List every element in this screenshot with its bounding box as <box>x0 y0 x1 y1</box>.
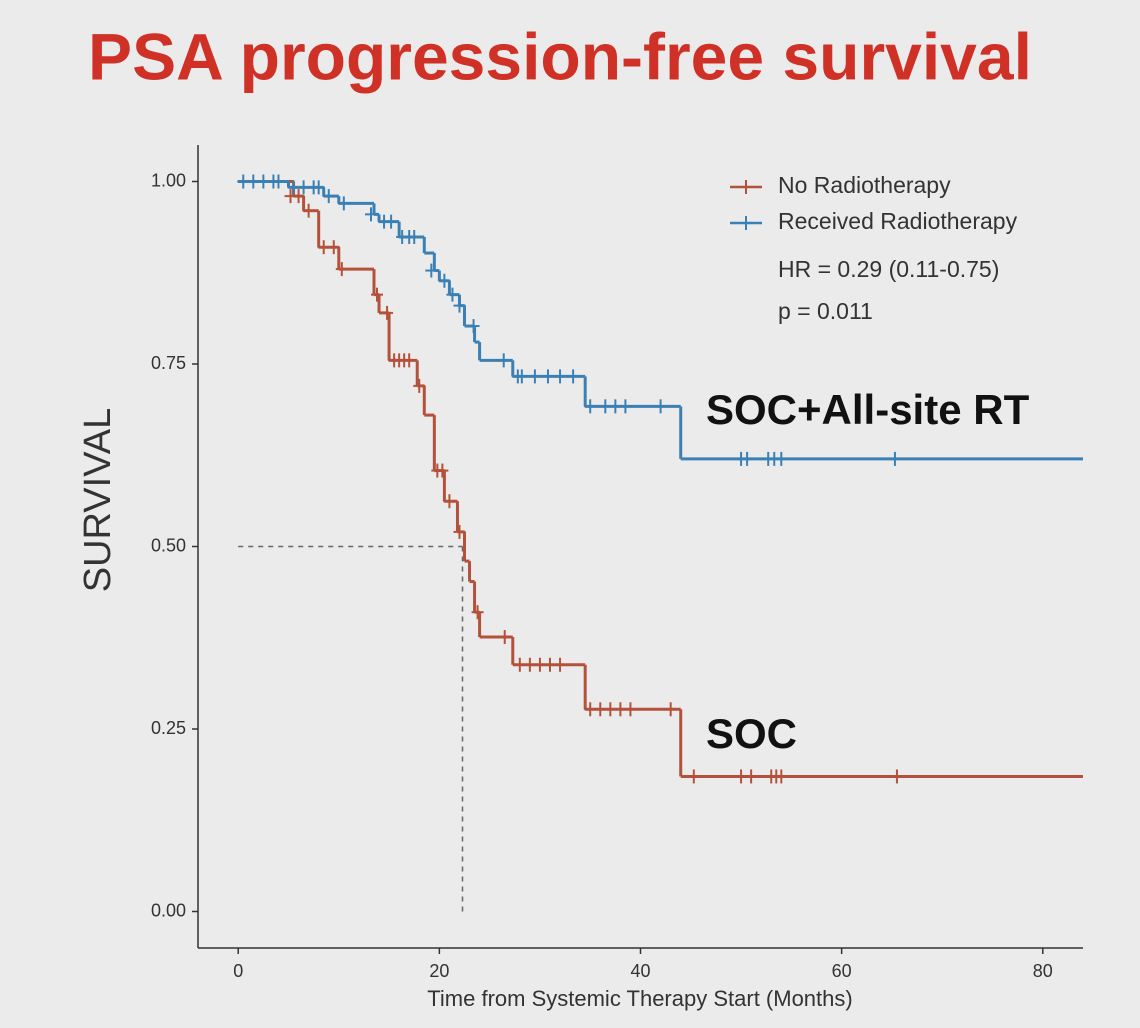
censor-mark <box>888 451 901 466</box>
censor-mark <box>745 769 758 784</box>
x-tick-label: 80 <box>1033 961 1053 981</box>
censor-mark <box>775 451 788 466</box>
censor-mark <box>403 353 416 368</box>
censor-mark <box>436 463 449 478</box>
x-tick-label: 20 <box>429 961 449 981</box>
censor-mark <box>453 298 466 313</box>
legend-label: Received Radiotherapy <box>778 208 1018 234</box>
censor-mark <box>413 378 426 393</box>
censor-mark <box>687 769 700 784</box>
censor-mark <box>371 287 384 302</box>
censor-mark <box>312 180 325 195</box>
censor-mark <box>584 399 597 414</box>
x-tick-label: 0 <box>233 961 243 981</box>
curve-label: SOC+All-site RT <box>706 386 1030 433</box>
censor-mark <box>594 702 607 717</box>
chart-title: PSA progression-free survival <box>88 19 1032 93</box>
censor-mark <box>664 702 677 717</box>
censor-mark <box>327 240 340 255</box>
x-axis-label: Time from Systemic Therapy Start (Months… <box>427 986 852 1011</box>
y-tick-label: 0.00 <box>151 900 186 920</box>
censor-mark <box>287 180 300 195</box>
censor-mark <box>599 399 612 414</box>
censor-mark <box>775 769 788 784</box>
legend-label: No Radiotherapy <box>778 172 951 198</box>
p-value: p = 0.011 <box>778 298 873 324</box>
censor-mark <box>624 702 637 717</box>
censor-mark <box>446 287 459 302</box>
y-tick-label: 0.25 <box>151 718 186 738</box>
x-tick-label: 40 <box>630 961 650 981</box>
censor-mark <box>337 196 350 211</box>
censor-mark <box>408 229 421 244</box>
censor-mark <box>322 189 335 204</box>
censor-mark <box>364 207 377 222</box>
censor-mark <box>523 657 536 672</box>
censor-mark <box>554 369 567 384</box>
y-axis-label: SURVIVAL <box>77 408 119 592</box>
censor-mark <box>335 262 348 277</box>
censor-mark <box>381 305 394 320</box>
censor-mark <box>471 605 484 620</box>
censor-mark <box>654 399 667 414</box>
censor-mark <box>467 319 480 334</box>
censor-mark <box>247 174 260 189</box>
y-tick-label: 0.75 <box>151 353 186 373</box>
y-tick-label: 0.50 <box>151 535 186 555</box>
censor-mark <box>497 353 510 368</box>
legend-marker <box>740 180 752 194</box>
censor-mark <box>443 494 456 509</box>
censor-mark <box>498 630 511 645</box>
censor-mark <box>317 240 330 255</box>
censor-mark <box>528 369 541 384</box>
censor-mark <box>543 657 556 672</box>
censor-mark <box>584 702 597 717</box>
censor-mark <box>890 769 903 784</box>
censor-mark <box>302 203 315 218</box>
hazard-ratio: HR = 0.29 (0.11-0.75) <box>778 256 999 282</box>
censor-mark <box>292 189 305 204</box>
censor-mark <box>533 657 546 672</box>
censor-mark <box>541 369 554 384</box>
censor-mark <box>554 657 567 672</box>
censor-mark <box>741 451 754 466</box>
censor-mark <box>619 399 632 414</box>
censor-mark <box>614 702 627 717</box>
censor-mark <box>257 174 270 189</box>
censor-mark <box>513 657 526 672</box>
censor-mark <box>425 263 438 278</box>
censor-mark <box>237 174 250 189</box>
censor-mark <box>438 273 451 288</box>
censor-mark <box>604 702 617 717</box>
censor-mark <box>609 399 622 414</box>
censor-mark <box>735 769 748 784</box>
censor-mark <box>297 180 310 195</box>
x-tick-label: 60 <box>832 961 852 981</box>
legend-marker <box>740 216 752 230</box>
censor-mark <box>453 524 466 539</box>
censor-mark <box>567 369 580 384</box>
censor-mark <box>385 214 398 229</box>
censor-mark <box>272 174 285 189</box>
curve-label: SOC <box>706 710 797 757</box>
censor-mark <box>515 369 528 384</box>
y-tick-label: 1.00 <box>151 170 186 190</box>
